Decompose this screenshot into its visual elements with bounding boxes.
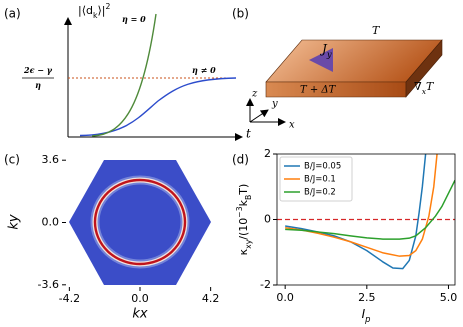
axis-label: x [289,120,295,131]
y-label: κxy/(10−3kBT) [235,184,253,256]
heatmap-ring [93,178,187,266]
label-part: /(10 [237,218,250,240]
panel-c [69,160,211,285]
legend-box [279,156,353,202]
legend-label: B/J=0.05 [304,162,341,172]
y-tick-label: 2 [264,147,271,160]
x-label: kx [132,307,148,322]
y-label: ky [7,214,22,230]
panel-label: (d) [232,153,249,167]
gradient-label: ∇xT [414,80,435,96]
panel-label: (c) [4,153,20,167]
x-tick-label: 0.0 [276,291,294,304]
x-tick-label: 0.0 [131,292,149,305]
x-label: t [246,127,251,141]
curve [91,13,157,137]
label-part: κ [237,248,250,255]
label-part: J [319,42,328,56]
label-part: x [422,87,427,96]
plot-area [285,154,455,270]
legend-label: B/J=0.2 [304,188,336,198]
series-line [285,154,438,257]
slab-front [265,81,407,98]
axis-label: y [271,99,278,110]
label-part: ⟩| [97,4,105,17]
axis-arrow [249,109,269,123]
label-part: |⟨d [78,4,93,17]
label-part: T) [237,184,250,196]
label-part: B [244,195,253,200]
legend-label: B/J=0.1 [304,175,336,185]
y-tick-label: 3.6 [42,153,60,166]
axis-label: z [251,89,258,100]
x-tick-label: 5.0 [440,291,458,304]
label-part: y [326,49,332,59]
label-part: I [362,307,366,321]
annotation: η ≠ 0 [192,65,216,75]
panel-b: T Jy ∇xT T + ΔT z y x [246,24,443,131]
slab-side [405,39,443,98]
annotation: η = 0 [122,14,146,24]
top-temperature: T [372,24,381,37]
threshold-denominator: η [35,80,41,90]
y-label: |⟨dk⟩|2 [78,2,110,20]
x-tick-label: 4.2 [202,292,220,305]
threshold-numerator: 2ϵ − γ [23,65,53,75]
label-part: k [237,199,250,206]
label-part: xy [244,239,253,249]
curve [79,77,237,137]
bottom-temperature: T + ΔT [300,85,337,96]
y-tick-label: 0.0 [42,216,60,229]
panel-label: (a) [4,7,21,21]
label-part: T [426,80,435,93]
panel-a: |⟨dk⟩|2 t 2ϵ − γ η η = 0 η ≠ 0 [22,2,251,141]
label-part: 2 [105,2,110,11]
x-label: Ip [362,307,371,324]
x-tick-label: 2.5 [358,291,376,304]
plot-frame [276,153,456,286]
series-line [285,179,455,240]
panel-label: (b) [232,7,249,21]
label-part: p [364,314,370,324]
y-tick-label: -2 [260,278,271,291]
y-tick-label: -3.6 [38,278,59,291]
label-part: ∇ [414,80,422,93]
label-part: k [93,11,98,20]
current-label: Jy [319,42,332,59]
x-tick-label: -4.2 [59,292,80,305]
label-part: −3 [235,206,244,217]
y-tick-label: 0 [264,213,271,226]
